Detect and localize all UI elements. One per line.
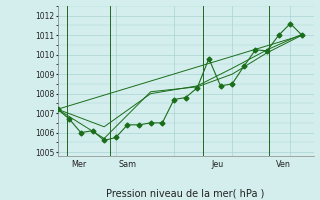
Text: Mer: Mer [72, 160, 87, 169]
Text: Ven: Ven [276, 160, 291, 169]
Text: Pression niveau de la mer( hPa ): Pression niveau de la mer( hPa ) [107, 189, 265, 199]
Text: Jeu: Jeu [211, 160, 223, 169]
Text: Sam: Sam [118, 160, 136, 169]
